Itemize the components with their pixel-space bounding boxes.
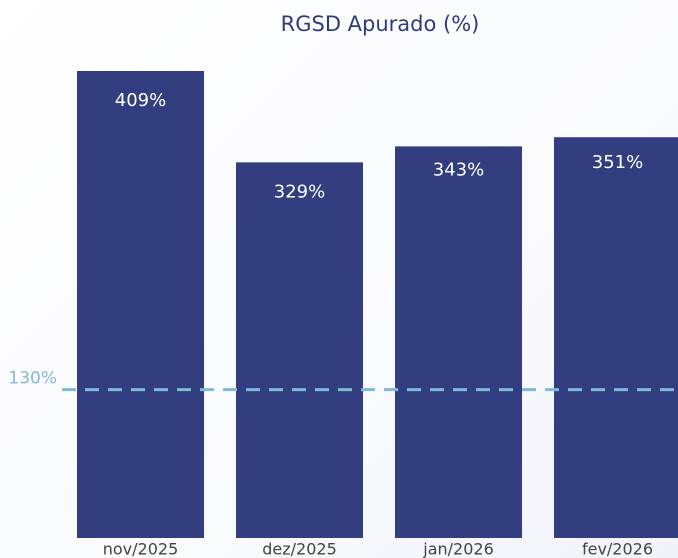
x-tick-label: dez/2025 bbox=[262, 540, 337, 558]
data-label: 409% bbox=[115, 90, 166, 111]
data-label: 329% bbox=[274, 181, 325, 202]
bar bbox=[77, 71, 204, 538]
bar bbox=[236, 162, 363, 539]
bar bbox=[554, 137, 678, 538]
x-tick-label: nov/2025 bbox=[103, 540, 179, 558]
data-label: 343% bbox=[433, 159, 484, 180]
x-tick-label: fev/2026 bbox=[582, 540, 653, 558]
reference-label: 130% bbox=[8, 369, 57, 389]
bar bbox=[395, 146, 522, 538]
chart-title: RGSD Apurado (%) bbox=[281, 12, 480, 36]
x-tick-label: jan/2026 bbox=[422, 540, 494, 558]
data-label: 351% bbox=[592, 152, 643, 173]
